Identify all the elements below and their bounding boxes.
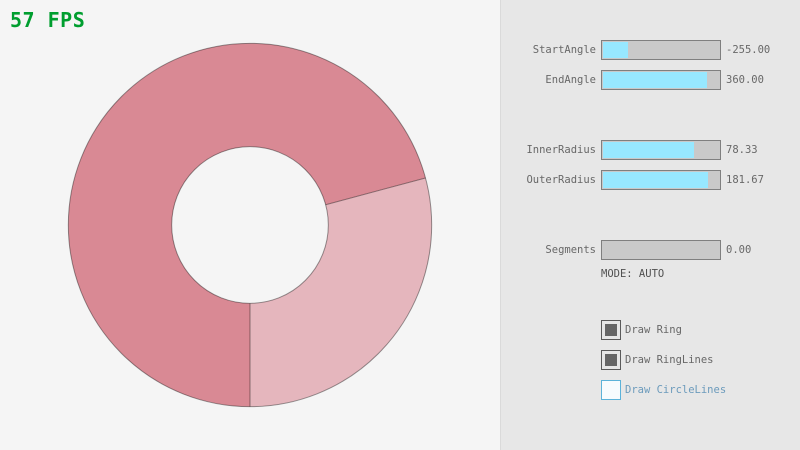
draw-circlelines-label: Draw CircleLines [625, 384, 727, 396]
end-angle-slider-fill [603, 72, 708, 88]
slider-row-outer-radius: OuterRadius 181.67 [501, 170, 800, 190]
outer-radius-slider[interactable] [601, 170, 721, 190]
draw-ring-label: Draw Ring [625, 324, 682, 336]
slider-row-segments: Segments 0.00 [501, 240, 800, 260]
start-angle-label: StartAngle [532, 44, 596, 56]
ring-outline [67, 42, 433, 408]
outer-radius-slider-fill [603, 172, 709, 188]
segments-slider[interactable] [601, 240, 721, 260]
ring-sector [68, 43, 426, 407]
inner-radius-slider-fill [603, 142, 694, 158]
end-angle-value: 360.00 [726, 74, 764, 86]
draw-ring-checkbox-check [605, 324, 617, 336]
start-angle-slider[interactable] [601, 40, 721, 60]
ring-canvas [67, 42, 433, 408]
mode-label: MODE: AUTO [601, 268, 665, 280]
checkbox-row-draw-ringlines: Draw RingLines [501, 350, 800, 370]
slider-row-start-angle: StartAngle -255.00 [501, 40, 800, 60]
slider-row-end-angle: EndAngle 360.00 [501, 70, 800, 90]
draw-ringlines-checkbox-check [605, 354, 617, 366]
outer-radius-label: OuterRadius [526, 174, 596, 186]
inner-radius-value: 78.33 [726, 144, 758, 156]
fps-counter: 57 FPS [10, 8, 86, 32]
start-angle-value: -255.00 [726, 44, 771, 56]
checkbox-row-draw-ring: Draw Ring [501, 320, 800, 340]
segments-value: 0.00 [726, 244, 752, 256]
inner-radius-label: InnerRadius [526, 144, 596, 156]
checkbox-row-draw-circlelines: Draw CircleLines [501, 380, 800, 400]
ring-edge-line [325, 177, 426, 206]
slider-row-inner-radius: InnerRadius 78.33 [501, 140, 800, 160]
draw-ringlines-checkbox[interactable] [601, 350, 621, 370]
outer-radius-value: 181.67 [726, 174, 764, 186]
end-angle-label: EndAngle [545, 74, 596, 86]
start-angle-slider-fill [603, 42, 629, 58]
inner-radius-slider[interactable] [601, 140, 721, 160]
control-panel: StartAngle -255.00 EndAngle 360.00 Inner… [500, 0, 800, 450]
draw-ring-checkbox[interactable] [601, 320, 621, 340]
end-angle-slider[interactable] [601, 70, 721, 90]
ring-sector [250, 177, 432, 407]
segments-label: Segments [545, 244, 596, 256]
draw-ringlines-label: Draw RingLines [625, 354, 714, 366]
draw-circlelines-checkbox[interactable] [601, 380, 621, 400]
ring-outline [171, 146, 329, 304]
